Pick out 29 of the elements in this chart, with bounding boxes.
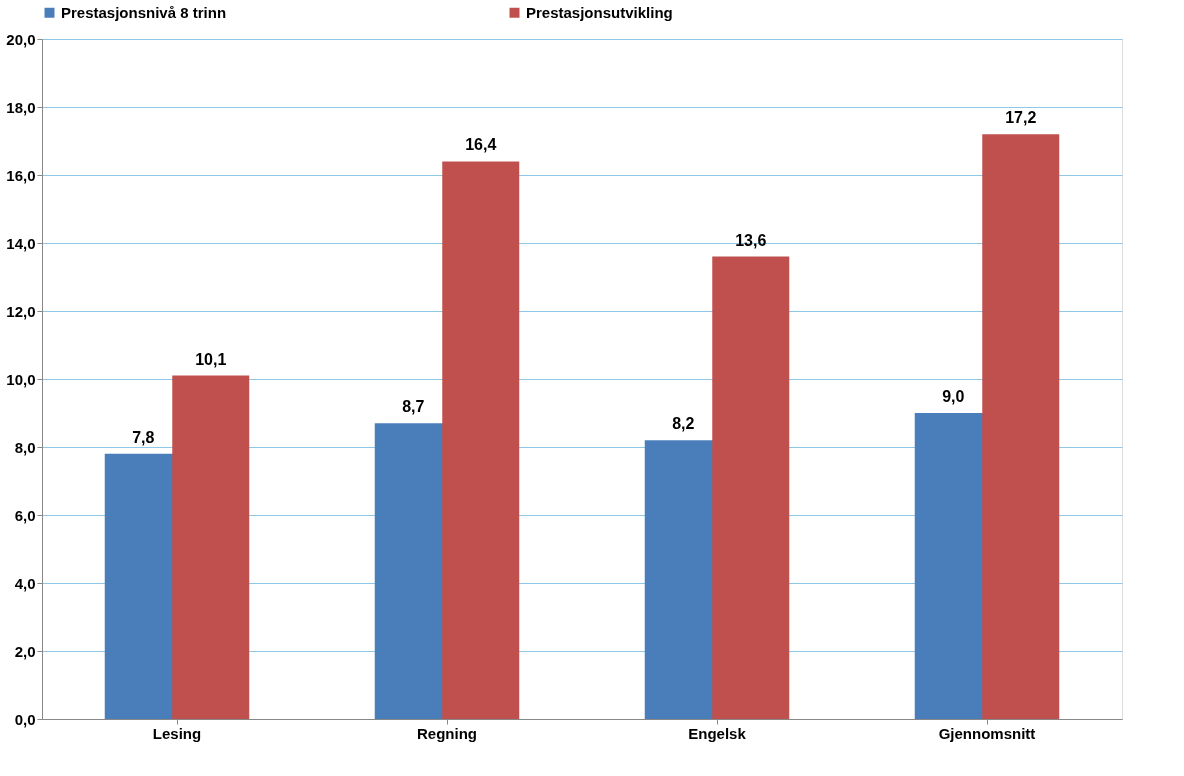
bar: [172, 375, 250, 719]
x-tick-label: Engelsk: [688, 724, 747, 742]
data-label: 7,8: [132, 428, 155, 446]
data-label: 8,2: [672, 415, 695, 433]
y-tick-label: 14,0: [6, 234, 36, 252]
data-label: 13,6: [735, 231, 767, 249]
bar: [442, 161, 520, 719]
y-tick-label: 6,0: [14, 506, 36, 524]
y-tick-label: 2,0: [14, 642, 36, 660]
x-tick-label: Gjennomsnitt: [938, 724, 1036, 742]
x-tick-label: Regning: [417, 724, 477, 742]
data-label: 8,7: [402, 398, 425, 416]
y-tick-label: 8,0: [14, 438, 36, 456]
y-tick-label: 18,0: [6, 98, 36, 116]
x-tick-label: Lesing: [152, 724, 202, 742]
bar: [712, 256, 790, 719]
data-label: 17,2: [1005, 109, 1037, 127]
y-tick-label: 20,0: [6, 30, 36, 48]
y-tick-label: 16,0: [6, 166, 36, 184]
legend-label: Prestasjonsutvikling: [526, 3, 673, 21]
y-tick-label: 12,0: [6, 302, 36, 320]
data-label: 16,4: [465, 136, 497, 154]
data-label: 9,0: [942, 388, 965, 405]
bar: [982, 134, 1060, 719]
data-label: 10,1: [195, 350, 227, 368]
y-tick-label: 4,0: [14, 574, 36, 592]
legend-label: Prestasjonsnivå 8 trinn: [61, 3, 227, 21]
y-tick-label: 10,0: [6, 370, 36, 388]
y-tick-label: 0,0: [14, 710, 36, 728]
